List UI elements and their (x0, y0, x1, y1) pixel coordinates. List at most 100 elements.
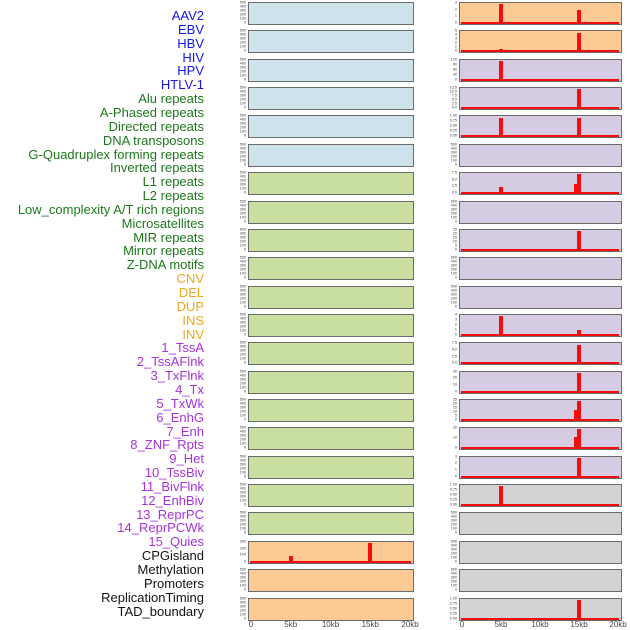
x-axis-tick-label: 0 (459, 620, 465, 629)
y-tick-label: 0 (243, 106, 246, 110)
x-axis-tick-label: 5kb (494, 620, 508, 629)
y-tick-label: 7.5 (451, 171, 457, 176)
mini-plot-z-dna-motifs (248, 512, 414, 536)
y-tick-label: 300 (239, 292, 246, 297)
signal-spike (499, 186, 503, 195)
mini-plot-15-quies (459, 455, 622, 479)
y-tick-label: 400 (239, 260, 246, 265)
y-tick-label: 2 (454, 7, 457, 12)
feature-label-inv: INV (182, 326, 204, 342)
y-tick-label: 100 (239, 215, 246, 220)
y-tick-label: 300 (239, 604, 246, 609)
y-tick-label: 0 (243, 21, 246, 25)
y-tick-label: 0 (454, 446, 457, 451)
y-tick-label: 100 (450, 272, 457, 277)
y-tick-label: 120 (450, 57, 457, 62)
y-tick-label: 30 (452, 369, 457, 374)
y-tick-label: 100 (450, 555, 457, 560)
y-tick-label: 7.5 (451, 341, 457, 346)
y-tick-label: 100 (239, 158, 246, 163)
y-tick-label: 500 (450, 142, 457, 147)
mini-plot-mir-repeats (248, 455, 414, 479)
y-tick-label: 300 (239, 406, 246, 410)
y-tick-label: 300 (239, 349, 246, 354)
mini-plot-aav2 (248, 2, 414, 25)
y-tick-label: 500 (239, 426, 246, 431)
y-tick-label: 0 (243, 588, 246, 593)
y-tick-label: 300 (239, 179, 246, 184)
feature-label-ins: INS (182, 312, 204, 328)
signal-spike (499, 48, 503, 53)
feature-label-del: DEL (178, 285, 204, 300)
y-tick-label: 3 (454, 454, 457, 459)
signal-baseline (461, 333, 619, 336)
signal-spike (499, 4, 503, 24)
y-tick-label: 400 (239, 430, 246, 435)
mini-plot-hiv (248, 87, 414, 111)
signal-spike (499, 117, 503, 138)
y-tick-label: 300 (239, 9, 246, 13)
y-tick-label: 300 (450, 576, 457, 581)
y-tick-label: 200 (450, 523, 457, 528)
x-axis-tick-label: 15kb (361, 620, 379, 629)
mini-plot-13-reprpc (459, 399, 622, 423)
y-tick-label: 10.0 (449, 90, 457, 94)
mini-plot-inv (459, 30, 622, 54)
y-tick-label: 100 (239, 527, 246, 532)
y-tick-label: 0 (243, 474, 246, 479)
y-tick-label: 200 (239, 69, 246, 74)
y-tick-label: 0 (454, 77, 457, 82)
y-tick-label: 4 (454, 313, 457, 317)
y-tick-label: 0 (243, 162, 246, 167)
y-tick-label: 200 (239, 41, 246, 46)
signal-spike (499, 60, 503, 81)
y-tick-label: 0 (454, 559, 457, 564)
feature-label-alu-repeats: Alu repeats (138, 91, 204, 107)
y-tick-label: 400 (239, 600, 246, 605)
y-tick-label: 0 (454, 333, 457, 337)
y-tick-label: 1.00 (449, 483, 457, 487)
y-tick-label: 30 (452, 72, 457, 77)
mini-plot-a-phased-repeats (248, 200, 414, 224)
y-tick-label: 0 (243, 276, 246, 281)
signal-spike (573, 184, 577, 195)
feature-label-a-phased-repeats: A-Phased repeats (99, 104, 204, 120)
y-tick-label: 2 (454, 323, 457, 327)
y-tick-label: 100 (239, 329, 246, 333)
feature-label-inverted-repeats: Inverted repeats (110, 160, 204, 176)
feature-label-mir-repeats: MIR repeats (133, 229, 204, 245)
signal-spike (577, 372, 581, 393)
y-tick-label: 500 (239, 142, 246, 147)
y-tick-label: 500 (239, 199, 246, 204)
y-tick-label: 500 (239, 568, 246, 573)
y-tick-label: 1.00 (449, 114, 457, 119)
mini-plot-4-tx (459, 143, 622, 167)
y-tick-label: 0 (454, 219, 457, 224)
y-tick-label: 20 (452, 232, 457, 236)
feature-label-replicationtiming: ReplicationTiming (101, 589, 204, 605)
y-tick-label: 500 (239, 171, 246, 176)
signal-spike (577, 231, 581, 251)
y-tick-label: 1 (454, 468, 457, 472)
y-tick-label: 0 (454, 389, 457, 394)
signal-baseline (461, 192, 619, 195)
mini-plot-l1-repeats (248, 342, 414, 366)
mini-plot-ebv (248, 30, 414, 54)
y-tick-label: 200 (239, 410, 246, 414)
feature-label-8-znf-rpts: 8_ZNF_Rpts (130, 437, 204, 453)
y-tick-label: 3 (454, 1, 457, 5)
y-tick-label: 0 (243, 191, 246, 196)
y-tick-label: 300 (239, 122, 246, 127)
y-tick-label: 0.50 (449, 606, 457, 611)
y-tick-label: 0 (454, 474, 457, 479)
y-tick-label: 0.25 (449, 129, 457, 134)
y-tick-label: 400 (450, 543, 457, 548)
y-tick-label: 400 (450, 260, 457, 265)
mini-plot-promoters (459, 540, 622, 564)
feature-label-tad-boundary: TAD_boundary (117, 603, 204, 619)
y-tick-label: 4 (454, 33, 457, 38)
y-tick-label: 200 (239, 13, 246, 17)
signal-baseline (461, 248, 619, 251)
x-axis-tick-label: 10kb (321, 620, 340, 629)
y-tick-label: 100 (450, 215, 457, 220)
